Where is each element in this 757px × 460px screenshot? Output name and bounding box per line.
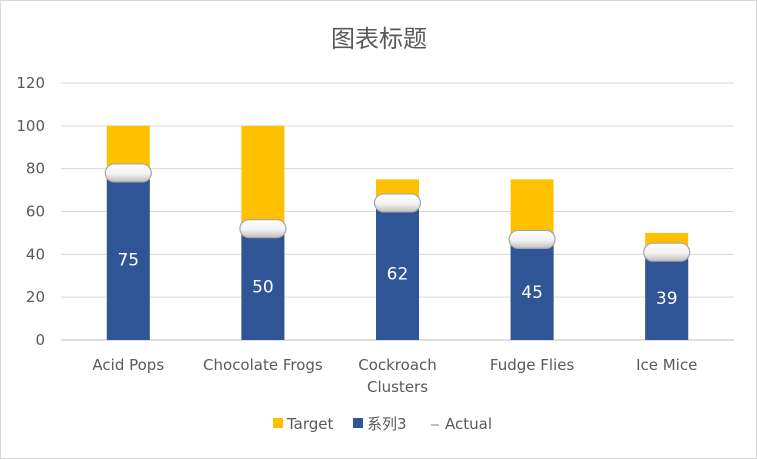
x-tick-label: Ice Mice [636, 356, 697, 374]
data-label: 39 [656, 289, 678, 309]
data-label: 45 [521, 283, 543, 303]
actual-marker [104, 163, 152, 183]
legend-swatch [273, 418, 283, 428]
x-tick-label: Fudge Flies [490, 356, 575, 374]
bars [106, 125, 689, 340]
y-tick-label: 0 [35, 331, 45, 349]
x-tick-label: Acid Pops [92, 356, 164, 374]
bar-series3 [376, 207, 419, 340]
legend-label: 系列3 [367, 415, 407, 433]
y-tick-label: 60 [26, 203, 45, 221]
legend: Target 系列3 Actual [273, 415, 492, 433]
legend-swatch [353, 418, 363, 428]
x-tick-label: Chocolate Frogs [203, 356, 323, 374]
y-tick-label: 120 [16, 74, 45, 92]
data-labels: 75 50 62 45 39 [117, 251, 677, 310]
actual-marker [373, 193, 422, 213]
actual-markers [104, 163, 691, 262]
legend-label: Actual [445, 415, 492, 433]
bar-series3 [241, 232, 285, 340]
actual-marker [643, 242, 691, 262]
bar-series3 [106, 179, 150, 340]
y-tick-label: 20 [26, 288, 45, 306]
chart-title: 图表标题 [331, 25, 427, 53]
actual-marker [508, 229, 556, 249]
x-tick-label: Cockroach [358, 356, 437, 374]
y-tick-label: 40 [26, 245, 45, 263]
y-tick-label: 80 [26, 160, 45, 178]
legend-label: Target [286, 415, 334, 433]
x-axis: Acid Pops Chocolate Frogs Cockroach Cluster… [92, 356, 697, 396]
data-label: 62 [387, 265, 409, 285]
data-label: 75 [117, 251, 139, 271]
actual-marker [239, 219, 287, 239]
x-tick-label: Clusters [367, 378, 428, 396]
y-tick-label: 100 [16, 117, 45, 135]
data-label: 50 [252, 277, 274, 297]
bar-series3 [510, 243, 554, 340]
bar-series3 [645, 256, 689, 340]
y-axis: 0 20 40 60 80 100 120 [16, 74, 45, 349]
